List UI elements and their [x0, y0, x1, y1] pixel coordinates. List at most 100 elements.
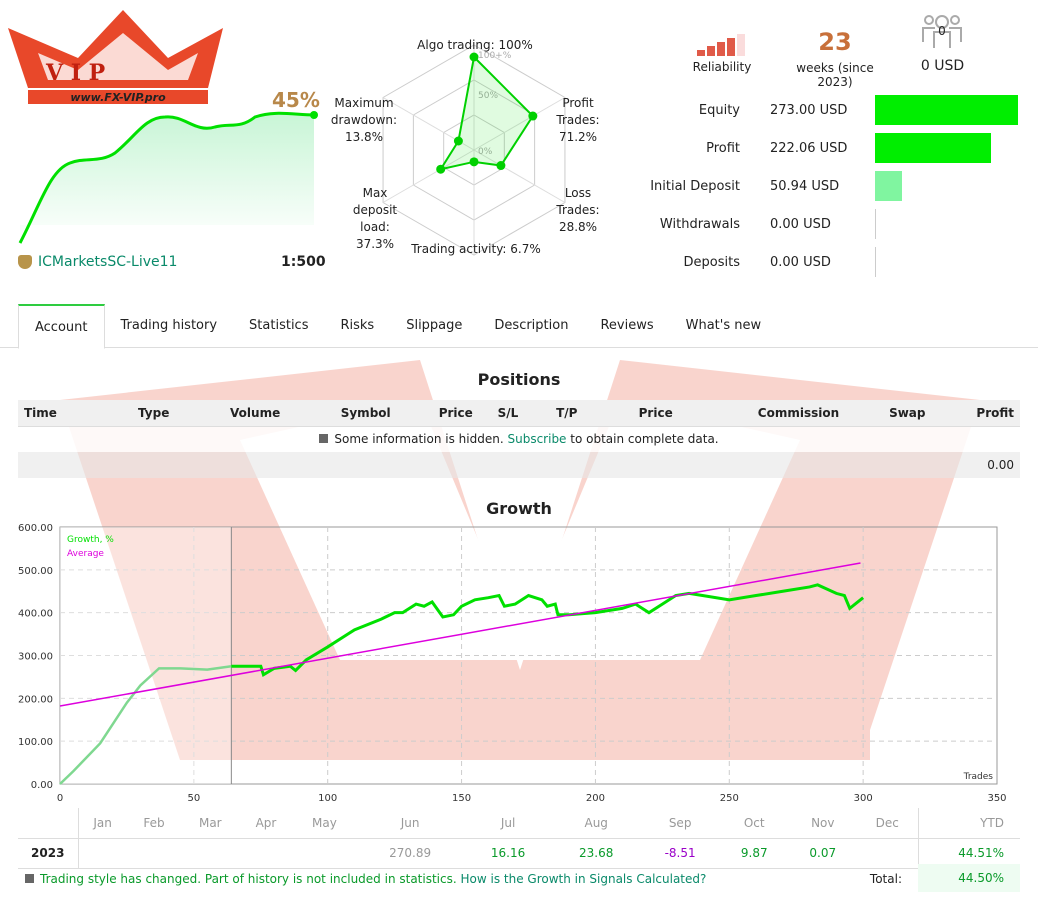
server-name[interactable]: ICMarketsSC-Live11 — [38, 254, 178, 270]
radar-axis — [382, 149, 475, 203]
month-header: Jun — [356, 808, 464, 839]
tab-account[interactable]: Account — [18, 304, 105, 349]
svg-text:www.FX-VIP.pro: www.FX-VIP.pro — [70, 91, 166, 104]
month-header: May — [292, 808, 357, 839]
radar-label-load: Max deposit load: 37.3% — [352, 186, 398, 251]
x-tick-label: 350 — [987, 793, 1006, 804]
month-header: Dec — [857, 808, 918, 839]
note-text: Trading style has changed. Part of histo… — [40, 872, 457, 886]
stat-label: Deposits — [683, 254, 740, 270]
month-header: Jul — [464, 808, 553, 839]
tab-what-s-new[interactable]: What's new — [685, 318, 762, 333]
x-tick-label: 200 — [586, 793, 605, 804]
reliability-label: Reliability — [692, 60, 752, 74]
year-cell: 2023 — [18, 838, 79, 869]
tab-risks[interactable]: Risks — [340, 318, 375, 333]
growth-note: Trading style has changed. Part of histo… — [25, 872, 706, 886]
total-label: Total: — [869, 872, 902, 886]
y-tick-label: 400.00 — [18, 609, 53, 620]
month-value — [126, 838, 182, 869]
tab-trading-history[interactable]: Trading history — [120, 318, 218, 333]
radar-label-activity: Trading activity: 6.7% — [411, 242, 541, 256]
hidden-info-row: Some information is hidden. Subscribe to… — [18, 426, 1020, 452]
month-value: 23.68 — [552, 838, 641, 869]
radar-chart: 100+% 50% 0% — [382, 44, 566, 256]
legend-average: Average — [67, 549, 104, 559]
hidden-text: Some information is hidden. — [334, 432, 504, 447]
month-value: -8.51 — [640, 838, 720, 869]
month-value — [78, 838, 127, 869]
reliability-bar — [727, 38, 735, 56]
column-header[interactable]: Type — [98, 400, 176, 427]
stat-bar — [875, 95, 1018, 125]
column-header[interactable]: Commission — [678, 400, 846, 427]
average-line — [59, 562, 861, 707]
blank-cell — [18, 808, 79, 839]
column-header[interactable]: Price — [596, 400, 679, 427]
hidden-suffix: to obtain complete data. — [570, 432, 719, 447]
stat-bar — [875, 209, 876, 239]
column-header[interactable]: Price — [396, 400, 479, 427]
radar-point — [453, 136, 463, 146]
stat-row: Deposits 0.00 USD — [640, 243, 1038, 281]
column-header[interactable]: Volume — [175, 400, 287, 427]
tab-description[interactable]: Description — [494, 318, 569, 333]
column-header[interactable]: Symbol — [286, 400, 397, 427]
growth-title: Growth — [486, 499, 552, 518]
month-header: Feb — [126, 808, 182, 839]
reliability-bars-icon — [697, 32, 745, 56]
month-header: Nov — [788, 808, 858, 839]
y-tick-label: 100.00 — [18, 737, 53, 748]
y-tick-label: 300.00 — [18, 652, 53, 663]
column-header[interactable]: S/L — [478, 400, 538, 427]
tab-reviews[interactable]: Reviews — [600, 318, 654, 333]
stat-row: Withdrawals 0.00 USD — [640, 205, 1038, 243]
growth-calc-link[interactable]: How is the Growth in Signals Calculated? — [460, 872, 707, 886]
tab-slippage[interactable]: Slippage — [406, 318, 463, 333]
month-value: 270.89 — [356, 838, 464, 869]
y-tick-label: 500.00 — [18, 566, 53, 577]
radar-point — [528, 111, 538, 121]
month-header: Oct — [719, 808, 789, 839]
info-icon — [319, 434, 329, 444]
column-header[interactable]: Time — [18, 400, 99, 427]
legend-growth: Growth, % — [67, 535, 114, 545]
subscribe-link[interactable]: Subscribe — [507, 432, 567, 447]
radar-label-drawdown: Maximum drawdown: 13.8% — [330, 96, 398, 144]
svg-text:V I P: V I P — [45, 60, 105, 86]
radar-area — [438, 54, 535, 171]
y-tick-label: 600.00 — [18, 523, 53, 534]
stat-row: Initial Deposit 50.94 USD — [640, 167, 1038, 205]
stat-value: 273.00 USD — [770, 102, 848, 118]
stat-bar — [875, 133, 992, 163]
month-header: Sep — [640, 808, 720, 839]
reliability-bar — [737, 34, 745, 56]
radar-axis — [473, 149, 566, 203]
subscribers-count: 0 — [938, 24, 946, 38]
radar-label-algo: Algo trading: 100% — [417, 38, 533, 52]
subscribers-usd: 0 USD — [920, 58, 965, 74]
column-header[interactable]: Profit — [931, 400, 1020, 427]
x-axis-label: Trades — [963, 772, 994, 782]
logo: V I P www.FX-VIP.pro — [8, 10, 223, 104]
subscribers-icon — [922, 15, 962, 48]
radar-point — [436, 164, 446, 174]
leverage: 1:500 — [281, 254, 326, 270]
radar-axis — [473, 97, 566, 151]
stat-bar — [875, 171, 902, 201]
month-value — [181, 838, 240, 869]
stat-value: 0.00 USD — [770, 254, 831, 270]
column-header[interactable]: Swap — [845, 400, 932, 427]
stat-row: Equity 273.00 USD — [640, 91, 1038, 129]
reliability-bar — [717, 42, 725, 56]
x-tick-label: 50 — [187, 793, 200, 804]
monthly-growth-table: Jan Feb Mar Apr May Jun Jul Aug Sep Oct Nov Dec YTD 2… — [18, 808, 1020, 869]
tab-statistics[interactable]: Statistics — [249, 318, 309, 333]
excluded-history-region — [60, 527, 232, 784]
x-tick-label: 0 — [57, 793, 63, 804]
growth-chart: 0.00 100.00 200.00 300.00 400.00 500.00 600.00… — [18, 523, 1007, 804]
column-header[interactable]: T/P — [537, 400, 597, 427]
mini-growth-chart — [18, 111, 318, 244]
month-value — [239, 838, 293, 869]
y-tick-label: 200.00 — [18, 694, 53, 705]
